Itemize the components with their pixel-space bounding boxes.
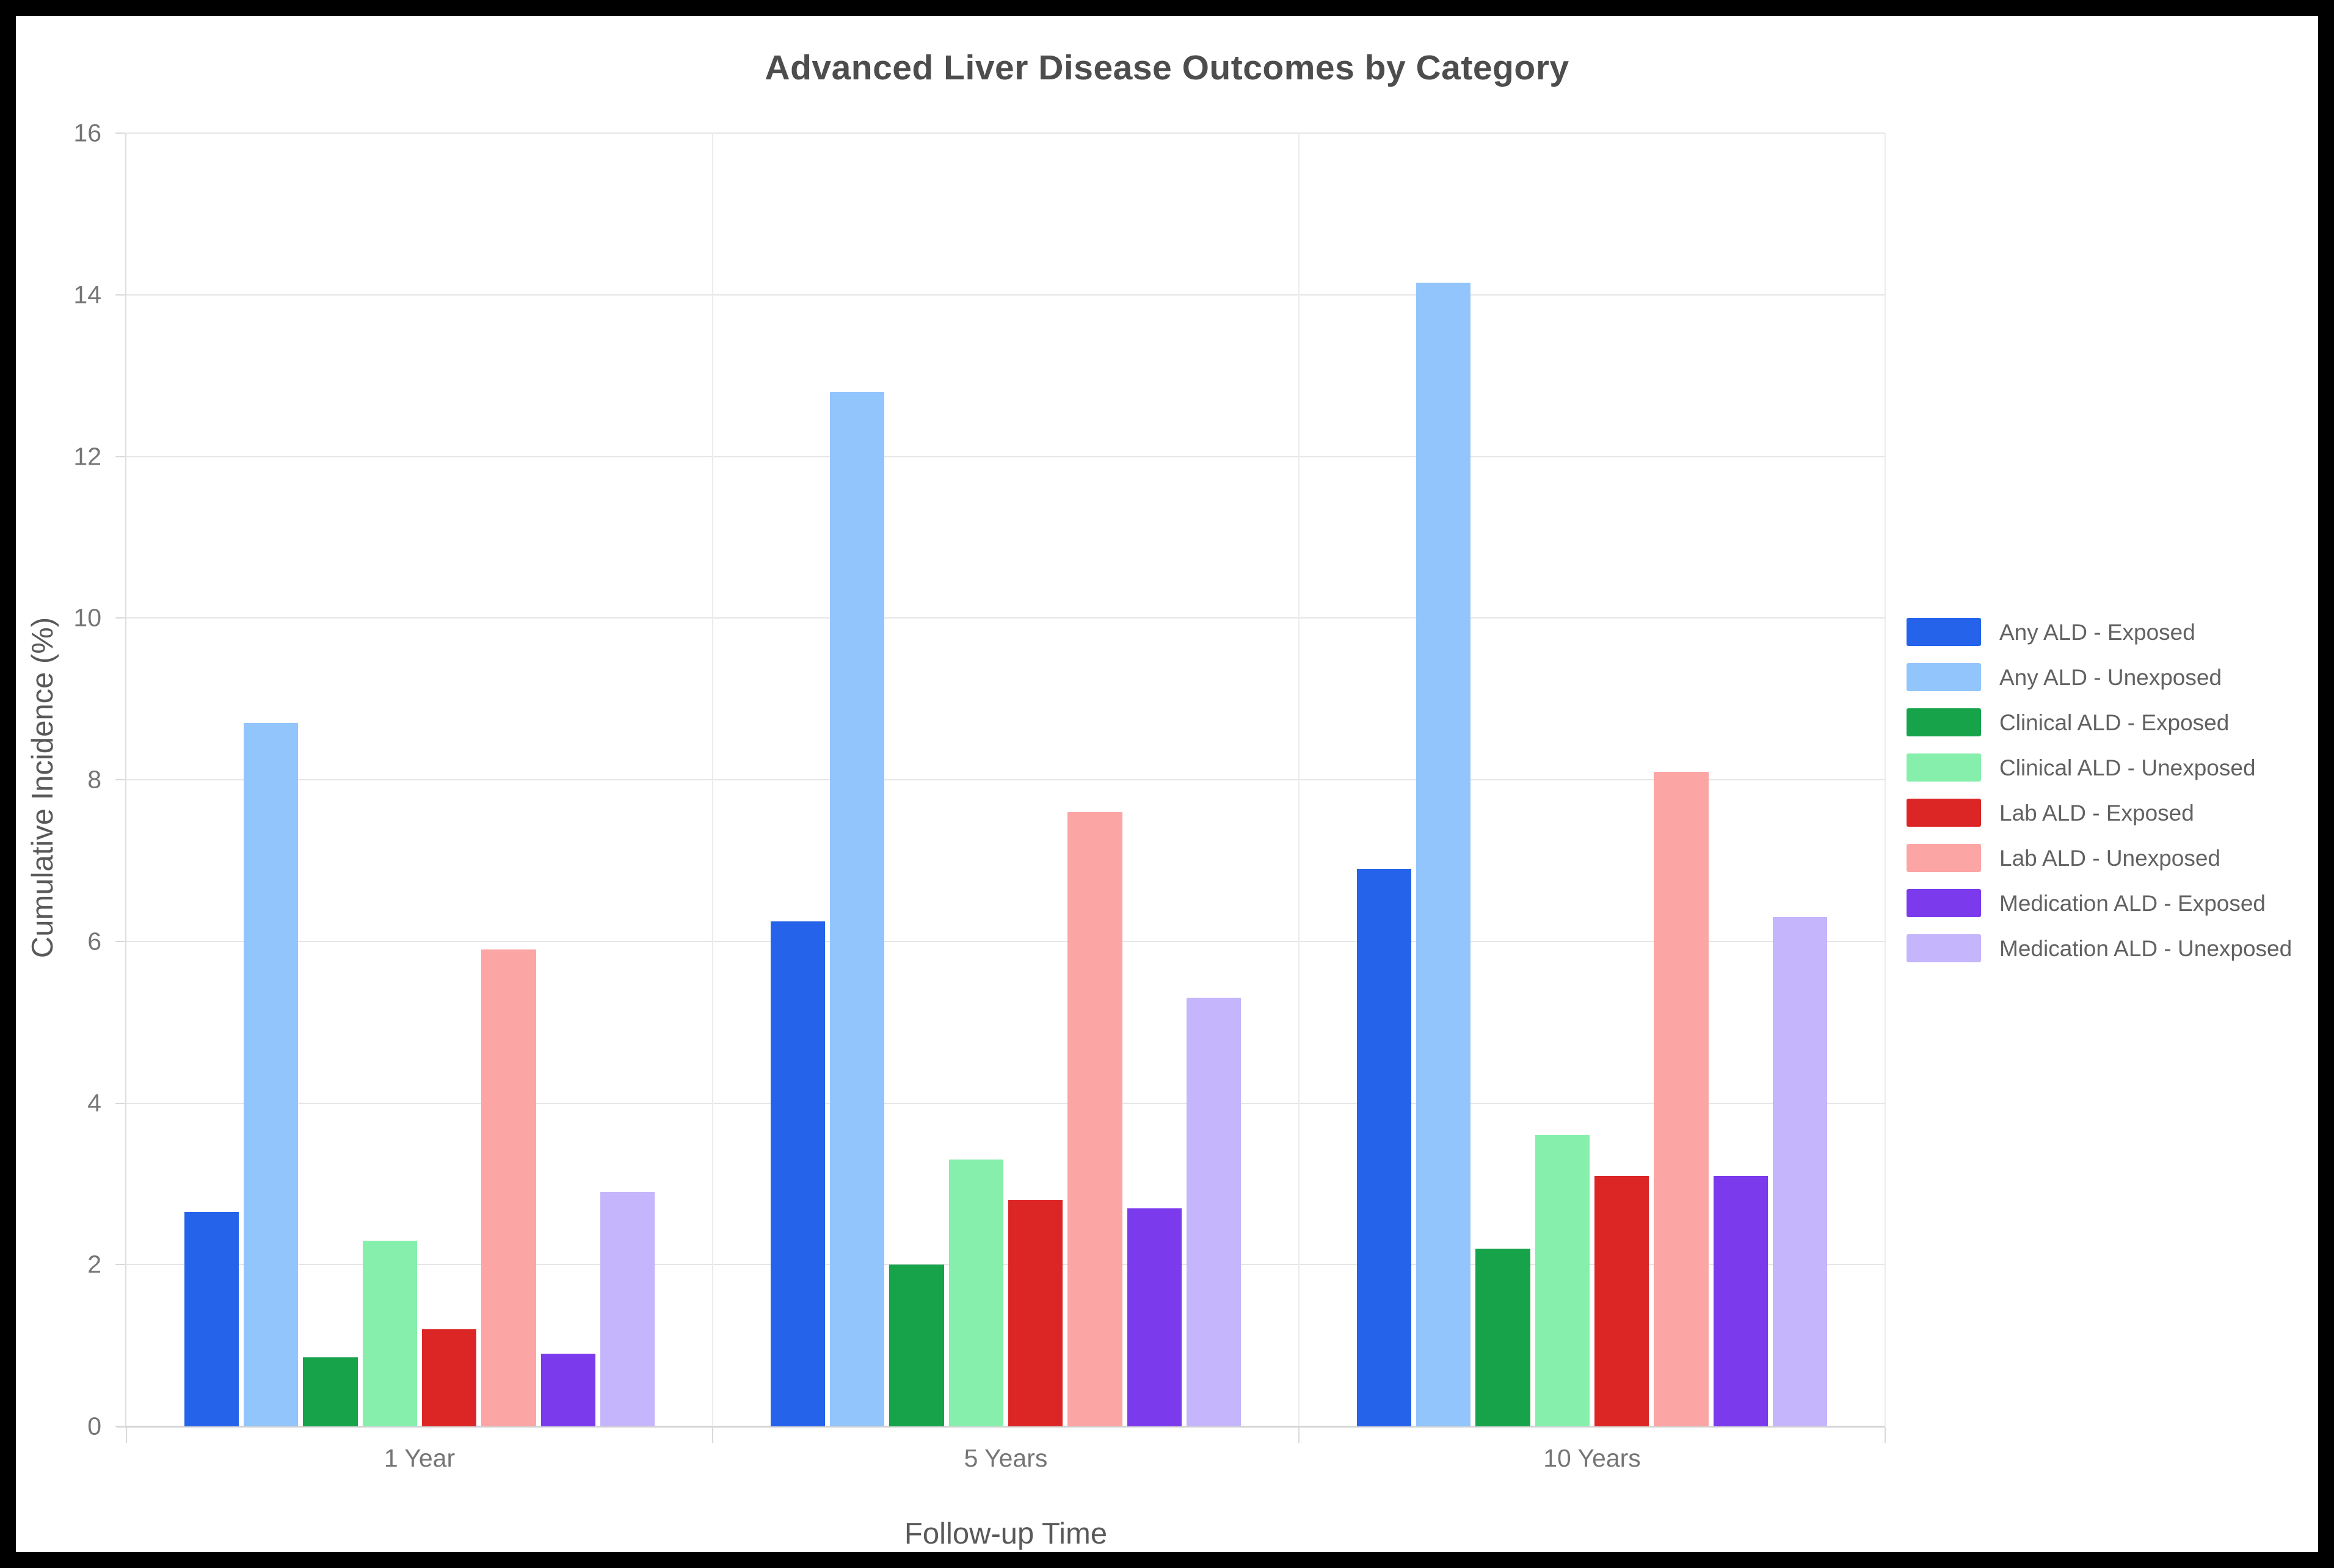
- bar-group: [713, 133, 1299, 1426]
- x-axis-tick: [1298, 1427, 1300, 1443]
- y-tick-label: 14: [73, 280, 101, 309]
- gridline: [126, 617, 1885, 619]
- y-axis-tick: [115, 779, 125, 780]
- bar: [770, 921, 825, 1426]
- legend-label: Any ALD - Exposed: [1999, 619, 2195, 645]
- x-tick-label: 10 Years: [1543, 1444, 1641, 1472]
- legend-label: Any ALD - Unexposed: [1999, 664, 2222, 690]
- y-axis-tick: [115, 456, 125, 457]
- gridline: [126, 940, 1885, 942]
- bar: [481, 949, 536, 1426]
- y-tick-label: 2: [87, 1250, 101, 1279]
- y-tick-label: 0: [87, 1412, 101, 1440]
- y-tick-label: 6: [87, 927, 101, 956]
- bar: [600, 1192, 655, 1426]
- legend-swatch: [1907, 889, 1981, 917]
- category-boundary-gridline: [711, 133, 713, 1426]
- gridline: [126, 294, 1885, 296]
- bar: [1535, 1135, 1590, 1426]
- bar-group: [126, 133, 713, 1426]
- y-axis-tick: [115, 294, 125, 296]
- bar: [1475, 1248, 1530, 1426]
- bar: [540, 1353, 595, 1426]
- legend-swatch: [1907, 753, 1981, 782]
- plot-area: 0 2 4 6 8 10 12 14 16 1 Year 5 Years 10 Years: [73, 120, 1886, 1471]
- bar: [1773, 917, 1828, 1426]
- bar: [1416, 282, 1471, 1426]
- legend-item: Clinical ALD - Exposed: [1907, 708, 2292, 736]
- x-axis-tick: [126, 1427, 127, 1443]
- legend-label: Lab ALD - Unexposed: [1999, 845, 2221, 871]
- y-axis-tick: [115, 940, 125, 942]
- gridline: [126, 1102, 1885, 1104]
- gridline: [126, 456, 1885, 457]
- legend-label: Medication ALD - Unexposed: [1999, 935, 2292, 961]
- y-tick-label: 12: [73, 442, 101, 470]
- gridline: [126, 779, 1885, 780]
- bar: [1356, 868, 1411, 1426]
- legend-item: Clinical ALD - Unexposed: [1907, 753, 2292, 782]
- x-axis-tick: [711, 1427, 713, 1443]
- legend-item: Lab ALD - Exposed: [1907, 799, 2292, 827]
- bar: [830, 391, 885, 1426]
- bar: [362, 1240, 417, 1426]
- y-tick-label: 10: [73, 603, 101, 632]
- x-axis-title: Follow-up Time: [904, 1517, 1108, 1550]
- y-axis-tick: [115, 617, 125, 619]
- legend-swatch: [1907, 844, 1981, 872]
- legend-label: Lab ALD - Exposed: [1999, 800, 2194, 826]
- legend-item: Medication ALD - Unexposed: [1907, 934, 2292, 962]
- legend-label: Medication ALD - Exposed: [1999, 890, 2266, 916]
- bar: [1067, 811, 1122, 1426]
- y-axis-tick: [115, 1426, 125, 1427]
- y-tick-label: 8: [87, 765, 101, 794]
- bar: [1127, 1208, 1182, 1426]
- x-axis-line: [117, 1426, 1885, 1428]
- bar: [1654, 771, 1709, 1426]
- y-axis-tick: [115, 1102, 125, 1104]
- legend-swatch: [1907, 708, 1981, 736]
- category-boundary-gridline: [1885, 133, 1886, 1426]
- legend-swatch: [1907, 934, 1981, 962]
- x-axis-tick: [1885, 1427, 1886, 1443]
- legend-swatch: [1907, 799, 1981, 827]
- y-axis-tick: [115, 132, 125, 134]
- y-tick-label: 16: [73, 118, 101, 147]
- gridline: [126, 1264, 1885, 1266]
- bar: [1713, 1175, 1768, 1426]
- x-tick-label: 1 Year: [384, 1444, 456, 1472]
- legend-item: Any ALD - Unexposed: [1907, 663, 2292, 691]
- y-tick-label: 4: [87, 1089, 101, 1117]
- legend-swatch: [1907, 618, 1981, 646]
- bar: [948, 1160, 1003, 1426]
- chart-title: Advanced Liver Disease Outcomes by Categ…: [765, 48, 1569, 87]
- bar: [1008, 1200, 1063, 1426]
- bar-group: [1299, 133, 1885, 1426]
- legend: Any ALD - Exposed Any ALD - Unexposed Clin…: [1907, 618, 2292, 979]
- gridline: [126, 132, 1885, 134]
- bar: [184, 1212, 239, 1426]
- legend-swatch: [1907, 663, 1981, 691]
- bar: [1594, 1175, 1649, 1426]
- legend-label: Clinical ALD - Exposed: [1999, 710, 2230, 735]
- bar: [889, 1265, 944, 1426]
- legend-item: Lab ALD - Unexposed: [1907, 844, 2292, 872]
- legend-item: Any ALD - Exposed: [1907, 618, 2292, 646]
- y-axis-line: [125, 133, 126, 1426]
- category-boundary-gridline: [1298, 133, 1300, 1426]
- bar: [244, 723, 299, 1426]
- legend-label: Clinical ALD - Unexposed: [1999, 755, 2256, 780]
- bar: [422, 1329, 477, 1426]
- bar: [1187, 998, 1242, 1426]
- bar: [303, 1357, 358, 1426]
- y-axis-tick: [115, 1264, 125, 1266]
- legend-item: Medication ALD - Exposed: [1907, 889, 2292, 917]
- x-tick-label: 5 Years: [964, 1444, 1048, 1472]
